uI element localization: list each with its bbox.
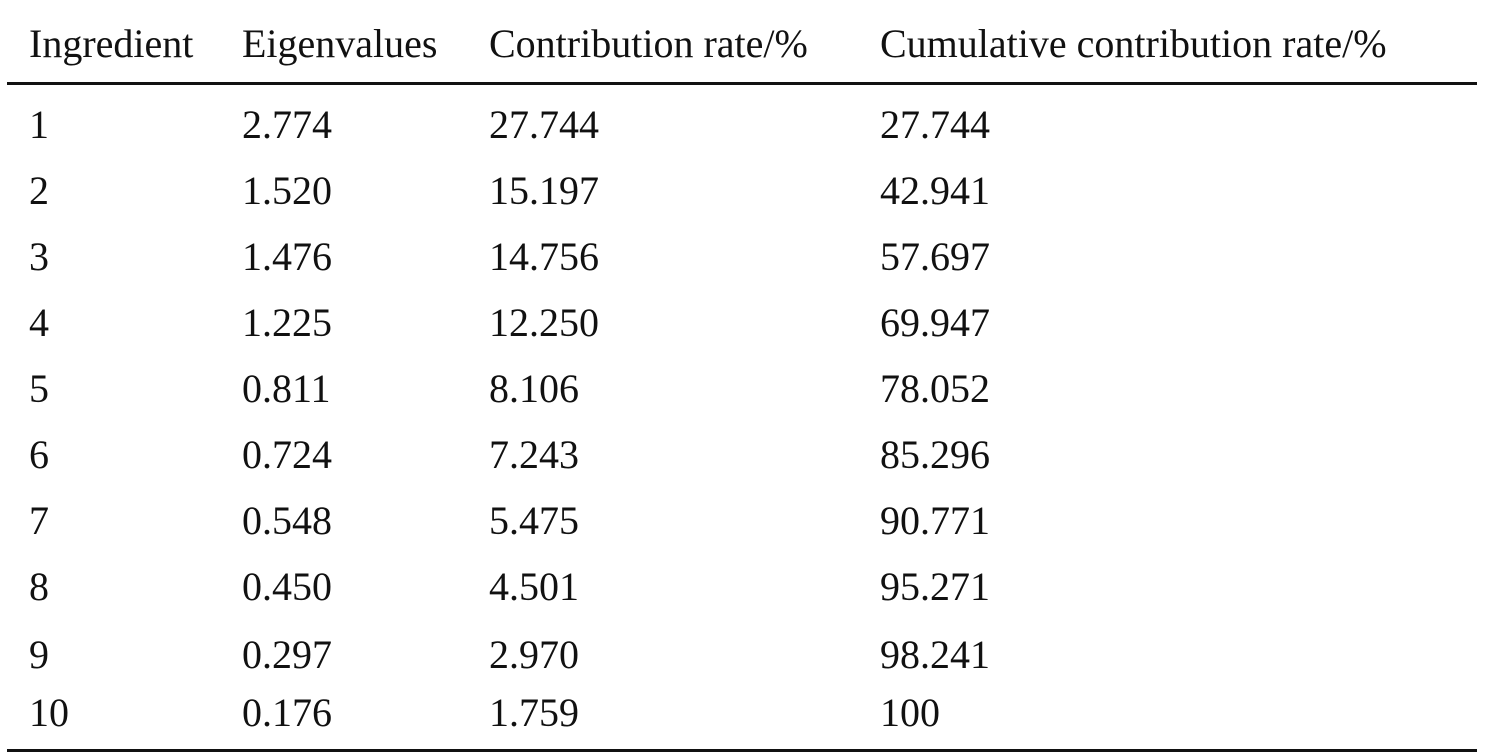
cell-cumulative-rate: 98.241 bbox=[880, 632, 990, 677]
header-ingredient: Ingredient bbox=[29, 21, 194, 66]
cell-contribution-rate: 14.756 bbox=[489, 234, 599, 279]
cell-eigenvalue: 0.548 bbox=[242, 498, 332, 543]
bottom-rule bbox=[7, 749, 1477, 752]
cell-eigenvalue: 1.476 bbox=[242, 234, 332, 279]
cell-cumulative-rate: 27.744 bbox=[880, 102, 990, 147]
cell-ingredient: 8 bbox=[29, 564, 49, 609]
header-eigenvalues: Eigenvalues bbox=[242, 21, 438, 66]
cell-ingredient: 4 bbox=[29, 300, 49, 345]
cell-cumulative-rate: 69.947 bbox=[880, 300, 990, 345]
top-rule bbox=[7, 82, 1477, 85]
cell-ingredient: 10 bbox=[29, 690, 69, 735]
cell-ingredient: 7 bbox=[29, 498, 49, 543]
cell-contribution-rate: 4.501 bbox=[489, 564, 579, 609]
cell-contribution-rate: 8.106 bbox=[489, 366, 579, 411]
cell-contribution-rate: 1.759 bbox=[489, 690, 579, 735]
cell-contribution-rate: 12.250 bbox=[489, 300, 599, 345]
header-cumulative-contribution-rate: Cumulative contribution rate/% bbox=[880, 21, 1387, 66]
cell-cumulative-rate: 42.941 bbox=[880, 168, 990, 213]
cell-ingredient: 5 bbox=[29, 366, 49, 411]
cell-eigenvalue: 1.520 bbox=[242, 168, 332, 213]
cell-ingredient: 1 bbox=[29, 102, 49, 147]
cell-ingredient: 6 bbox=[29, 432, 49, 477]
cell-cumulative-rate: 100 bbox=[880, 690, 940, 735]
cell-cumulative-rate: 57.697 bbox=[880, 234, 990, 279]
cell-cumulative-rate: 78.052 bbox=[880, 366, 990, 411]
cell-eigenvalue: 0.297 bbox=[242, 632, 332, 677]
cell-cumulative-rate: 90.771 bbox=[880, 498, 990, 543]
cell-eigenvalue: 1.225 bbox=[242, 300, 332, 345]
cell-eigenvalue: 0.176 bbox=[242, 690, 332, 735]
cell-contribution-rate: 7.243 bbox=[489, 432, 579, 477]
cell-contribution-rate: 27.744 bbox=[489, 102, 599, 147]
cell-ingredient: 2 bbox=[29, 168, 49, 213]
header-contribution-rate: Contribution rate/% bbox=[489, 21, 808, 66]
cell-cumulative-rate: 85.296 bbox=[880, 432, 990, 477]
cell-contribution-rate: 2.970 bbox=[489, 632, 579, 677]
cell-ingredient: 9 bbox=[29, 632, 49, 677]
cell-contribution-rate: 5.475 bbox=[489, 498, 579, 543]
cell-ingredient: 3 bbox=[29, 234, 49, 279]
cell-eigenvalue: 0.811 bbox=[242, 366, 331, 411]
cell-eigenvalue: 0.724 bbox=[242, 432, 332, 477]
cell-contribution-rate: 15.197 bbox=[489, 168, 599, 213]
cell-cumulative-rate: 95.271 bbox=[880, 564, 990, 609]
cell-eigenvalue: 2.774 bbox=[242, 102, 332, 147]
cell-eigenvalue: 0.450 bbox=[242, 564, 332, 609]
